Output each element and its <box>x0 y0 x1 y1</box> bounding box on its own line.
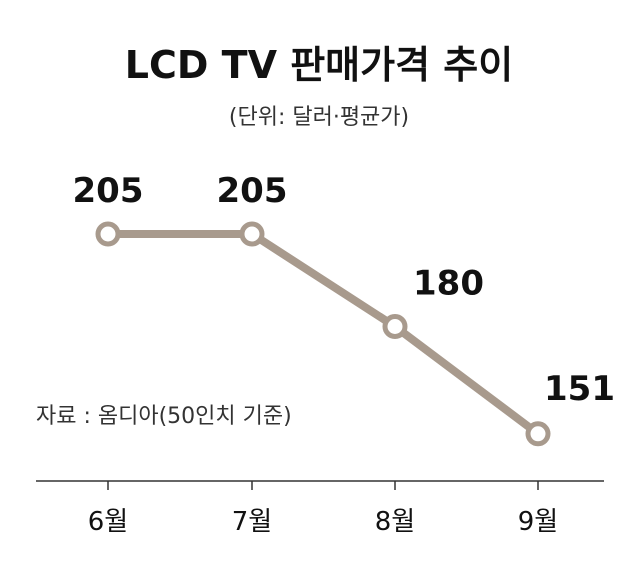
source-note: 자료 : 옴디아(50인치 기준) <box>36 404 292 429</box>
data-label: 205 <box>73 171 144 211</box>
x-axis-tick-label: 7월 <box>232 507 272 537</box>
data-labels: 205 205 180 151 <box>73 171 615 409</box>
chart-title: LCD TV 판매가격 추이 <box>125 43 513 87</box>
data-point <box>95 221 121 247</box>
data-label: 180 <box>413 264 484 304</box>
x-axis-tick-label: 8월 <box>375 507 415 537</box>
chart-subtitle: (단위: 달러·평균가) <box>229 105 409 130</box>
series-line-segment <box>391 322 542 438</box>
data-point <box>525 421 551 447</box>
x-axis-labels: 6월 7월 8월 9월 <box>88 507 558 537</box>
data-point <box>382 314 408 339</box>
series-lines <box>104 230 542 438</box>
data-point <box>239 221 265 247</box>
series-markers <box>95 221 551 447</box>
x-axis-tick-label: 6월 <box>88 507 128 537</box>
x-axis-ticks <box>107 481 539 490</box>
series-line-segment <box>248 230 399 331</box>
x-axis-tick-label: 9월 <box>518 507 558 537</box>
data-label: 205 <box>217 171 288 211</box>
data-label: 151 <box>544 369 615 409</box>
